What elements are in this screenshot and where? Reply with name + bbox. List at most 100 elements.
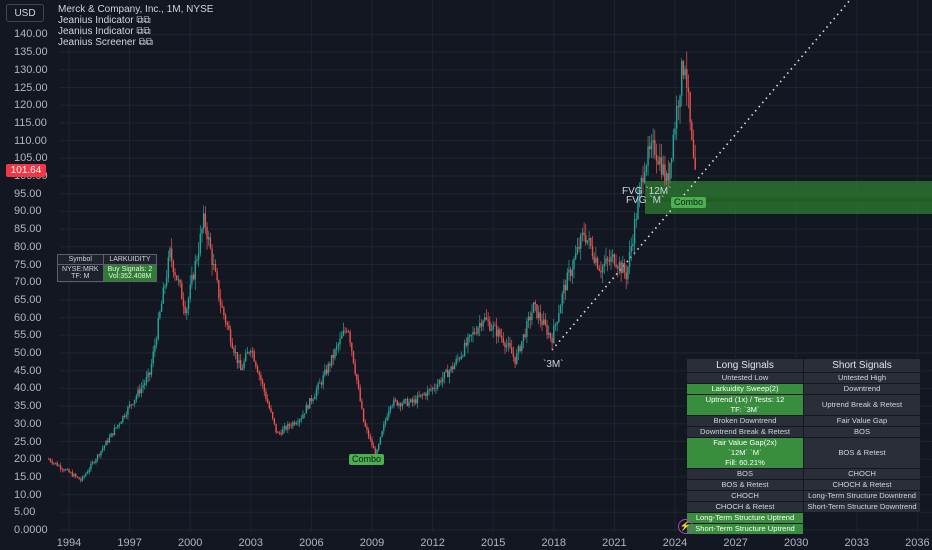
candle-body	[118, 423, 121, 425]
candle-body	[302, 414, 304, 419]
tradingview-logo-icon[interactable]: ⚡	[678, 519, 693, 534]
candle-body	[569, 269, 572, 276]
candle-body	[86, 471, 89, 474]
candle-body	[354, 363, 356, 374]
candle-body	[596, 258, 599, 269]
candle-body	[687, 87, 690, 92]
candle-body	[218, 280, 220, 299]
candle-body	[431, 387, 434, 390]
candle-body	[181, 283, 183, 300]
candle-body	[583, 232, 585, 236]
candle-body	[273, 418, 276, 424]
short-signals-header: Short Signals	[803, 358, 921, 373]
candle-body	[76, 476, 79, 478]
candle-body	[140, 387, 143, 394]
candle-body	[182, 299, 185, 307]
signal-row: Larkuidity Sweep(2) Downtrend	[686, 383, 921, 395]
candle-body	[681, 61, 683, 96]
fvg-zone-inner	[645, 198, 932, 202]
price-tick-label: 110.00	[14, 134, 47, 147]
candle-body	[216, 271, 218, 281]
candle-body	[442, 378, 444, 383]
candle-body	[500, 335, 503, 338]
candle-body	[160, 303, 163, 312]
candle-body	[632, 243, 634, 247]
indicator-1-label[interactable]: Jeanius Indicator ⧉⧉	[58, 15, 151, 26]
candle-body	[75, 474, 77, 477]
candle-body	[83, 475, 85, 477]
candle-body	[628, 251, 631, 267]
candle-body	[128, 404, 131, 408]
long-signal-cell: Fair Value Gap(2x) `12M` `M` Fill: 60.21%	[686, 437, 804, 469]
candle-body	[309, 398, 311, 409]
candle-body	[154, 344, 156, 352]
candle-body	[268, 402, 271, 409]
price-tick-label: 5.00	[14, 506, 36, 519]
candle-body	[250, 350, 252, 353]
candle-body	[645, 165, 648, 173]
candle-body	[633, 219, 636, 244]
candle-body	[228, 325, 230, 330]
price-tick-label: 55.00	[14, 329, 42, 342]
candle-body	[277, 432, 279, 434]
candle-body	[208, 237, 210, 240]
candle-body	[295, 423, 297, 425]
candle-body	[329, 363, 331, 366]
candle-body	[170, 248, 173, 262]
candle-body	[539, 312, 542, 321]
candle-body	[622, 262, 624, 274]
candle-body	[101, 448, 104, 451]
candle-body	[78, 477, 80, 480]
candle-body	[211, 248, 213, 266]
price-tick-label: 125.00	[14, 81, 48, 94]
time-tick-label: 2036	[905, 537, 930, 549]
candle-body	[186, 309, 188, 314]
candle-body	[275, 423, 277, 433]
candle-body	[391, 405, 393, 407]
candle-body	[644, 172, 646, 183]
candle-body	[541, 320, 543, 325]
candle-body	[485, 317, 488, 320]
indicator-2-label[interactable]: Jeanius Indicator ⧉⧉	[58, 26, 151, 37]
candle-body	[627, 266, 629, 280]
candle-body	[679, 95, 681, 108]
candle-body	[278, 432, 281, 434]
candle-body	[61, 468, 63, 470]
price-tick-label: 10.00	[14, 488, 42, 501]
candle-body	[214, 264, 217, 272]
candle-body	[123, 415, 126, 417]
candle-body	[248, 352, 250, 354]
candle-body	[479, 322, 481, 328]
time-tick-label: 2033	[844, 537, 870, 549]
candle-body	[66, 469, 69, 471]
candle-body	[93, 462, 95, 463]
price-tick-label: 15.00	[14, 470, 42, 483]
currency-button[interactable]: USD	[6, 4, 44, 22]
candle-body	[418, 395, 420, 397]
candle-body	[54, 462, 57, 464]
candle-body	[511, 347, 513, 354]
candle-body	[462, 355, 464, 357]
candle-body	[330, 354, 333, 366]
candle-body	[682, 61, 685, 76]
candle-body	[585, 235, 587, 243]
indicator-3-label[interactable]: Jeanius Screener ⧉⧉	[58, 37, 153, 48]
price-tick-label: 45.00	[14, 364, 42, 377]
candle-body	[401, 403, 403, 407]
candle-body	[465, 342, 467, 346]
candle-body	[411, 399, 414, 403]
candle-body	[586, 240, 589, 243]
candle-body	[674, 128, 676, 135]
candle-body	[447, 369, 449, 378]
candle-body	[601, 266, 604, 273]
price-tick-label: 90.00	[14, 205, 42, 218]
candle-body	[492, 325, 494, 330]
long-signal-cell: Broken Downtrend	[686, 415, 804, 427]
candle-body	[571, 269, 574, 276]
short-signal-cell: Untested High	[803, 372, 921, 384]
candle-body	[600, 270, 602, 273]
time-tick-label: 2000	[177, 537, 203, 549]
candle-body	[145, 376, 148, 383]
candle-body	[285, 426, 287, 430]
candle-body	[204, 213, 207, 227]
